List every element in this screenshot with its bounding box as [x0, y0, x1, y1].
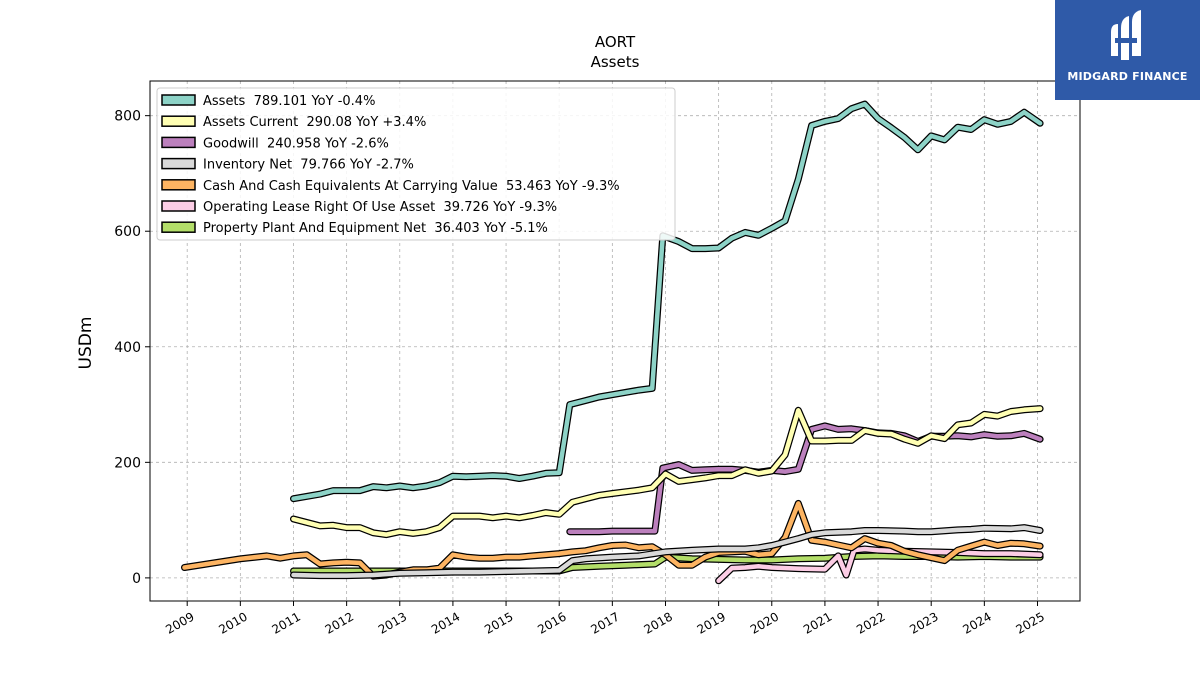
y-tick-label: 800 — [114, 109, 141, 125]
legend-swatch — [161, 115, 196, 127]
series-line-fill — [291, 406, 1043, 537]
x-tick-label: 2009 — [163, 609, 196, 636]
legend-swatch — [161, 221, 196, 233]
legend-label: Goodwill 240.958 YoY -2.6% — [203, 136, 389, 151]
series-line-fill — [291, 101, 1043, 501]
chart-subtitle: Assets — [591, 53, 640, 71]
x-tick-label: 2019 — [695, 609, 728, 636]
series-line-fill — [716, 546, 1043, 584]
x-tick-label: 2021 — [801, 609, 834, 636]
legend-label: Assets Current 290.08 YoY +3.4% — [203, 115, 426, 130]
legend-box — [156, 87, 676, 241]
x-tick-label: 2022 — [854, 609, 887, 636]
y-axis-label: USDm — [76, 317, 96, 370]
x-tick-label: 2010 — [216, 609, 249, 636]
legend-label: Operating Lease Right Of Use Asset 39.72… — [203, 200, 557, 215]
series-line-fill — [291, 525, 1043, 578]
x-tick-label: 2016 — [535, 609, 568, 636]
x-tick-label: 2011 — [270, 609, 303, 636]
series-line — [715, 545, 1044, 585]
x-tick-label: 2017 — [588, 609, 621, 636]
x-tick-label: 2013 — [376, 609, 409, 636]
legend-swatch — [161, 136, 196, 149]
y-tick-label: 400 — [114, 340, 141, 356]
y-tick-label: 600 — [114, 224, 141, 240]
y-tick-label: 0 — [132, 571, 141, 587]
midgard-finance-logo: MIDGARD FINANCE — [1055, 0, 1200, 100]
series-line-outline — [290, 405, 1044, 539]
y-tick-label: 200 — [114, 455, 141, 471]
series-line — [290, 524, 1044, 580]
x-tick-label: 2015 — [482, 609, 515, 636]
logo-text: MIDGARD FINANCE — [1067, 70, 1188, 83]
legend-label: Property Plant And Equipment Net 36.403 … — [203, 221, 548, 236]
legend-swatch — [161, 200, 196, 212]
x-tick-label: 2023 — [907, 609, 940, 636]
series-line-fill — [567, 423, 1043, 534]
series-line — [290, 405, 1044, 539]
chart-title: AORT — [595, 33, 636, 51]
x-tick-label: 2024 — [960, 609, 993, 636]
legend-label: Cash And Cash Equivalents At Carrying Va… — [203, 179, 620, 194]
series-lines — [181, 100, 1044, 585]
legend: Assets 789.101 YoY -0.4% Assets Current 2… — [156, 87, 676, 241]
series-line — [566, 422, 1044, 536]
logo-mark-icon — [1111, 10, 1141, 60]
legend-swatch — [161, 94, 196, 106]
legend-label: Inventory Net 79.766 YoY -2.7% — [203, 158, 414, 173]
x-tick-label: 2025 — [1014, 609, 1047, 636]
legend-label: Assets 789.101 YoY -0.4% — [203, 94, 375, 109]
x-tick-label: 2018 — [642, 609, 675, 636]
plot-frame — [149, 80, 1081, 602]
x-tick-label: 2014 — [429, 609, 462, 636]
legend-swatch — [161, 179, 196, 191]
x-tick-label: 2020 — [748, 609, 781, 636]
x-tick-label: 2012 — [323, 609, 356, 636]
series-line — [290, 100, 1044, 503]
legend-swatch — [161, 157, 196, 170]
